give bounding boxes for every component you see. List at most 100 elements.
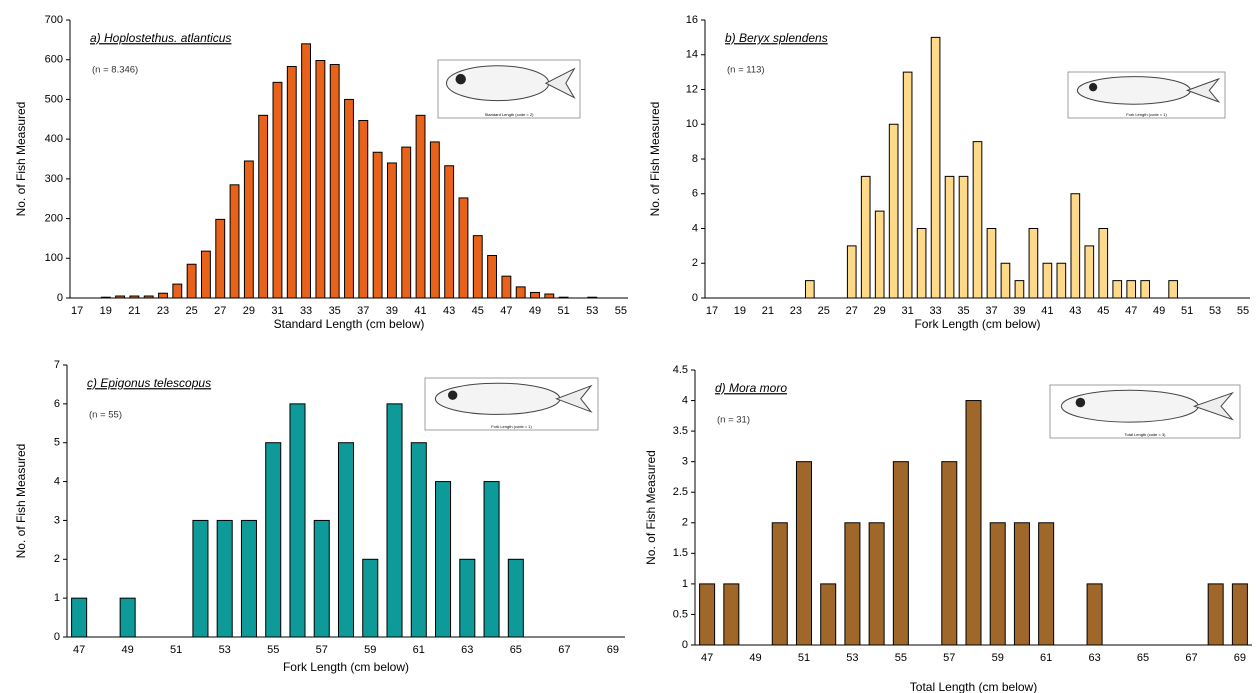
- y-tick-label: 14: [686, 49, 698, 61]
- annotation: (n = 8.346): [92, 65, 138, 76]
- x-tick-label: 49: [122, 644, 134, 656]
- bar: [129, 295, 140, 299]
- x-tick-label: 23: [790, 305, 802, 317]
- fish-frame: [424, 377, 599, 431]
- x-tick-label: 47: [500, 305, 512, 317]
- x-tick-label: 45: [472, 305, 484, 317]
- bar: [1014, 280, 1025, 299]
- fish-tail: [1192, 391, 1234, 421]
- x-tick-label: 49: [749, 652, 761, 664]
- x-tick-label: 37: [985, 305, 997, 317]
- bar: [358, 119, 369, 299]
- x-tick-label: 51: [557, 305, 569, 317]
- bar: [289, 403, 306, 638]
- y-tick-label: 1: [682, 578, 688, 590]
- x-tick-label: 47: [73, 644, 85, 656]
- bar: [200, 250, 211, 299]
- bar: [902, 71, 913, 299]
- x-tick-label: 41: [414, 305, 426, 317]
- bar: [1028, 228, 1039, 299]
- bar: [119, 597, 136, 638]
- x-tick-label: 55: [615, 305, 627, 317]
- x-tick-label: 29: [243, 305, 255, 317]
- annotation: (n = 31): [717, 415, 750, 426]
- bar: [888, 123, 899, 299]
- y-tick-label: 100: [45, 252, 63, 264]
- fish-frame: [1049, 384, 1241, 439]
- bar: [1231, 583, 1248, 646]
- x-tick-label: 31: [902, 305, 914, 317]
- bar: [71, 597, 88, 638]
- bar: [986, 228, 997, 299]
- x-tick-label: 39: [386, 305, 398, 317]
- x-tick-label: 19: [100, 305, 112, 317]
- x-tick-label: 57: [316, 644, 328, 656]
- bar: [530, 291, 540, 299]
- fish-caption: Total Length (code = 3): [1124, 432, 1166, 437]
- y-tick-label: 1.5: [673, 547, 688, 559]
- y-axis-label: No. of Fish Measured: [14, 444, 28, 559]
- x-tick-label: 35: [957, 305, 969, 317]
- x-tick-label: 59: [992, 652, 1004, 664]
- bar: [100, 296, 111, 299]
- chart-title: a) Hoplostethus. atlanticus: [90, 31, 231, 45]
- x-tick-label: 61: [1040, 652, 1052, 664]
- bar: [941, 461, 958, 646]
- x-tick-label: 69: [1234, 652, 1246, 664]
- x-tick-label: 17: [706, 305, 718, 317]
- bar: [313, 519, 330, 638]
- x-tick-label: 25: [818, 305, 830, 317]
- fish-tail: [1185, 77, 1221, 103]
- bar: [344, 98, 354, 299]
- bar: [723, 583, 740, 646]
- fish-eye: [1075, 397, 1086, 408]
- x-tick-label: 51: [1181, 305, 1193, 317]
- x-tick-label: 25: [185, 305, 197, 317]
- y-tick-label: 200: [45, 212, 63, 224]
- bar: [916, 228, 927, 299]
- x-tick-label: 53: [219, 644, 231, 656]
- bar: [229, 184, 240, 299]
- x-tick-label: 31: [271, 305, 283, 317]
- x-tick-label: 27: [214, 305, 226, 317]
- bar: [265, 442, 282, 638]
- bar: [459, 558, 476, 638]
- bar: [1042, 262, 1053, 299]
- bar: [558, 296, 569, 299]
- y-tick-label: 4: [682, 394, 688, 406]
- bar: [1098, 228, 1109, 299]
- y-axis-label: No. of Fish Measured: [644, 450, 658, 565]
- bar: [804, 280, 815, 299]
- bar: [458, 197, 469, 299]
- y-tick-label: 0: [54, 631, 60, 643]
- y-tick-label: 4: [692, 222, 698, 234]
- bar: [240, 519, 257, 638]
- bar: [362, 558, 379, 638]
- bar: [372, 151, 383, 299]
- bar: [272, 81, 283, 299]
- x-axis-label: Total Length (cm below): [910, 680, 1037, 693]
- x-tick-label: 53: [1209, 305, 1221, 317]
- bar: [1140, 280, 1151, 299]
- x-axis-label: Fork Length (cm below): [914, 317, 1040, 331]
- x-tick-label: 47: [1125, 305, 1137, 317]
- y-tick-label: 3.5: [673, 425, 688, 437]
- bar: [1013, 522, 1030, 646]
- x-tick-label: 51: [170, 644, 182, 656]
- y-tick-label: 2: [692, 257, 698, 269]
- y-tick-label: 4: [54, 475, 60, 487]
- chart-title: d) Mora moro: [715, 381, 787, 395]
- fish-caption: Fork Length (code = 1): [491, 424, 532, 429]
- x-axis-label: Fork Length (cm below): [283, 660, 409, 674]
- fish-frame: [437, 59, 581, 119]
- bar: [115, 295, 126, 299]
- bar: [1112, 280, 1123, 299]
- x-tick-label: 21: [128, 305, 140, 317]
- x-tick-label: 49: [529, 305, 541, 317]
- y-tick-label: 8: [692, 153, 698, 165]
- y-tick-label: 3: [682, 456, 688, 468]
- x-tick-label: 53: [586, 305, 598, 317]
- y-tick-label: 0: [692, 292, 698, 304]
- x-tick-label: 23: [157, 305, 169, 317]
